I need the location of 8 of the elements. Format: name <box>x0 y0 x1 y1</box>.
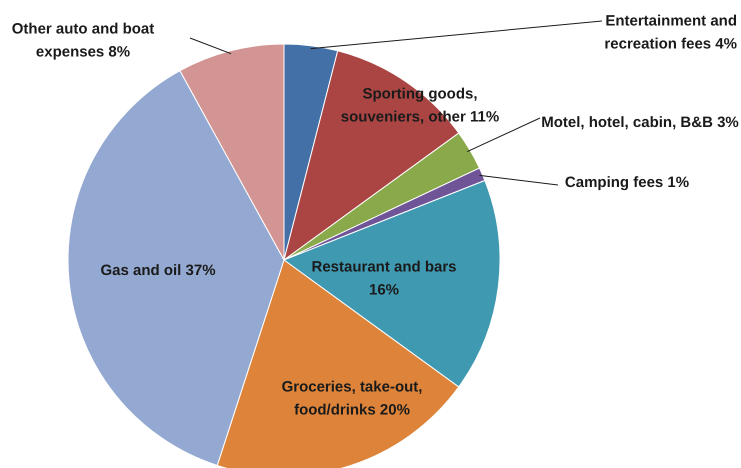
slice-label: Other auto and boat expenses 8% <box>12 20 154 61</box>
slice-label: Entertainment and recreation fees 4% <box>604 12 737 53</box>
slice-label: Motel, hotel, cabin, B&B 3% <box>541 114 739 132</box>
slice-label: Groceries, take-out, food/drinks 20% <box>282 378 422 419</box>
slice-label: Gas and oil 37% <box>100 262 216 280</box>
slice-label: Restaurant and bars <box>311 258 457 276</box>
slice-label: Camping fees 1% <box>564 174 690 192</box>
data-label: 16% <box>368 282 400 299</box>
